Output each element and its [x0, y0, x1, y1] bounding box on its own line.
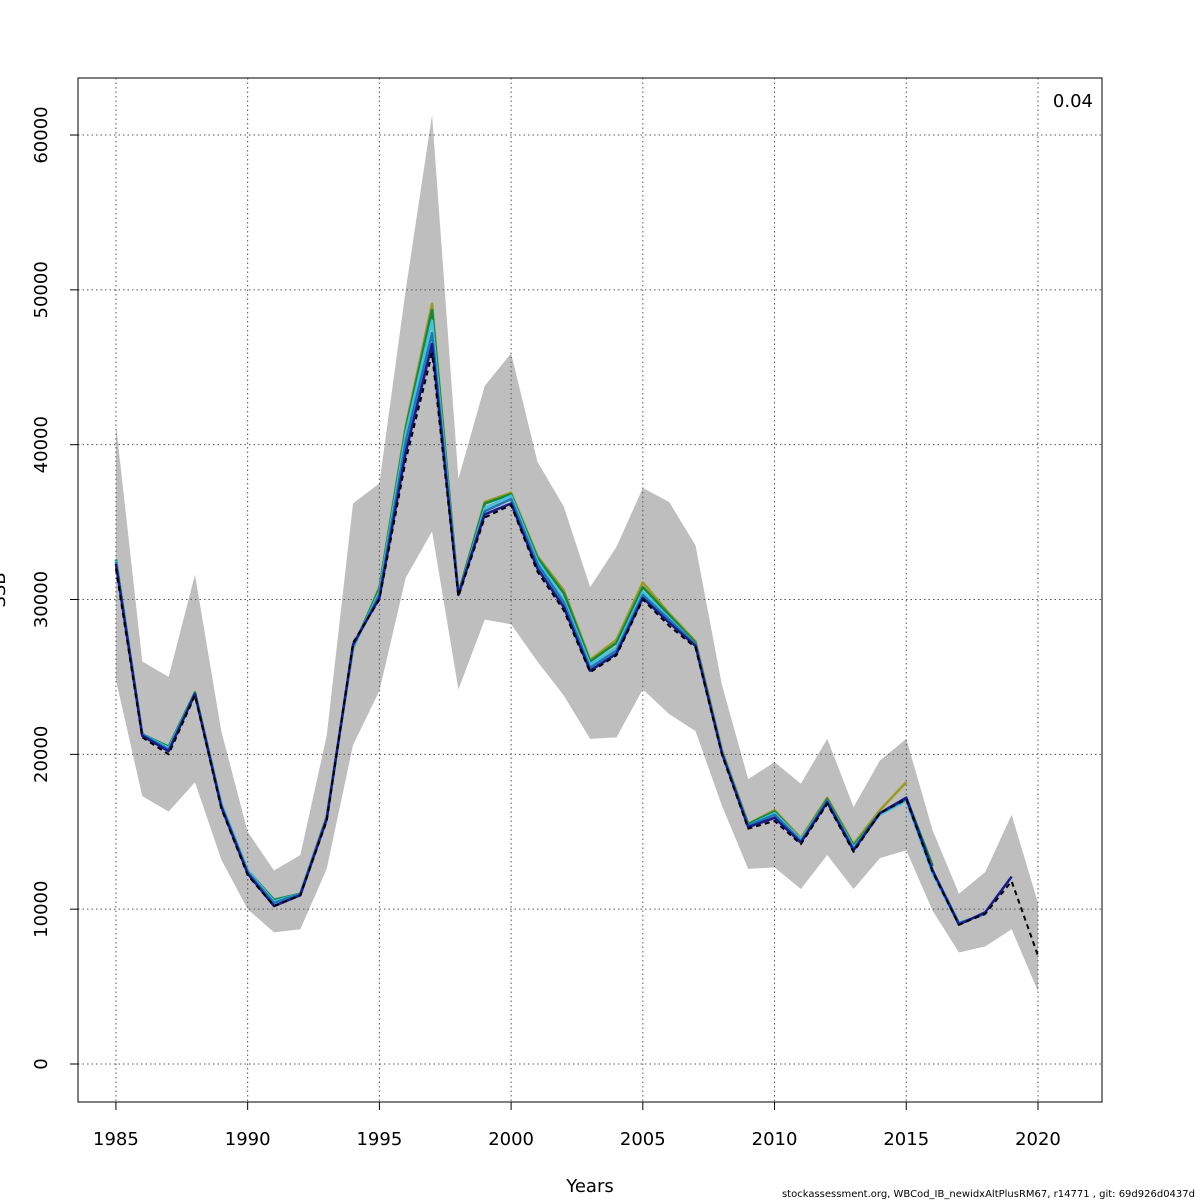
y-tick-label: 40000 [31, 416, 52, 473]
y-axis-title: SSB [0, 572, 10, 607]
series-line [114, 352, 1039, 956]
caption: stockassessment.org, WBCod_IB_newidxAltP… [782, 1189, 1195, 1200]
plot-frame [77, 77, 1103, 1103]
annotation: 0.04 [1053, 91, 1093, 112]
y-tick-label: 60000 [31, 106, 52, 163]
y-tick-label: 30000 [31, 571, 52, 628]
y-tick-label: 50000 [31, 261, 52, 318]
x-tick-label: 2020 [1015, 1129, 1061, 1150]
x-tick-label: 2015 [883, 1129, 929, 1150]
x-tick-label: 2000 [488, 1129, 534, 1150]
x-tick-label: 2010 [752, 1129, 798, 1150]
y-tick-label: 20000 [31, 726, 52, 783]
y-tick-label: 10000 [31, 881, 52, 938]
x-tick-label: 1985 [93, 1129, 139, 1150]
confidence-band [115, 114, 1038, 992]
x-tick-label: 1990 [225, 1129, 271, 1150]
x-tick-label: 2005 [620, 1129, 666, 1150]
x-axis-title: Years [565, 1176, 614, 1197]
x-tick-label: 1995 [356, 1129, 402, 1150]
y-tick-label: 0 [31, 1058, 52, 1069]
